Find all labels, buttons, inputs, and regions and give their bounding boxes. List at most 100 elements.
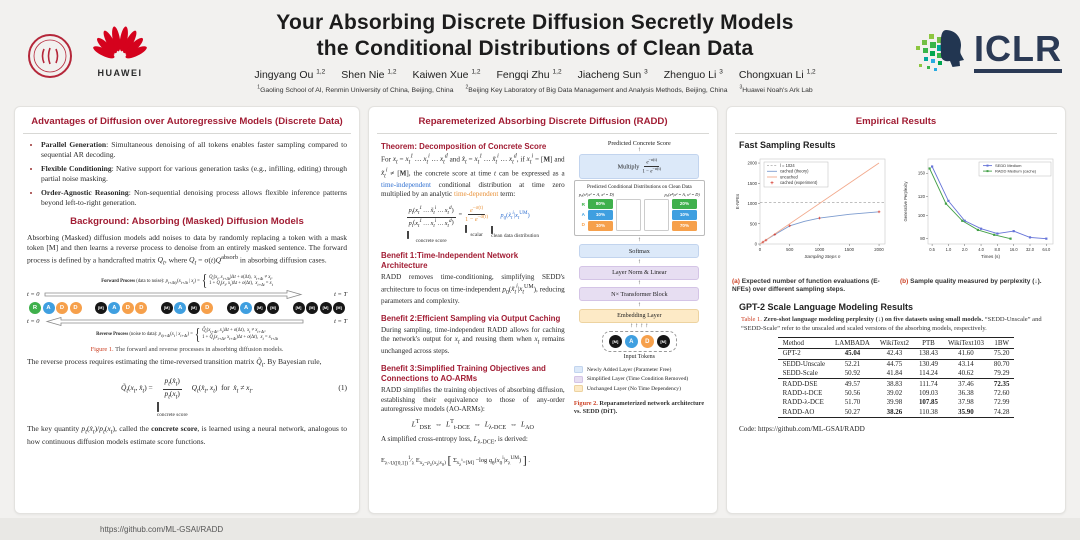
footer-url: https://github.com/ML-GSAI/RADD <box>100 524 224 534</box>
svg-text:0.5: 0.5 <box>929 246 935 251</box>
figure2-caption: Figure 2. Reparameterized network archit… <box>573 399 705 415</box>
legend-item: Simplified Layer (Time Condition Removed… <box>573 375 705 383</box>
token-sequence: [M] A [M] [M] <box>226 302 280 315</box>
advantages-title: Advantages of Diffusion over Autoregress… <box>31 116 343 127</box>
results-table-grid: Method LAMBADA WikiText2 PTB WikiText103 1BW G… <box>777 337 1015 418</box>
token-D: D <box>121 302 134 315</box>
empirical-title: Empirical Results <box>855 116 937 127</box>
author: Jiacheng Sun 3 <box>577 68 648 82</box>
table-header: 1BW <box>994 339 1009 347</box>
advantage-item: Flexible Conditioning: Native support fo… <box>41 164 347 185</box>
benefit-title: Benefit 1:Time-Independent Network Archi… <box>381 251 519 271</box>
right-column: Empirical Results Fast Sampling Results … <box>726 106 1066 514</box>
iclr-wordmark: ICLR <box>974 31 1062 73</box>
poster-title-line1: Your Absorbing Discrete Diffusion Secret… <box>276 11 794 34</box>
loss-intro: A simplified cross-entropy loss, Lλ-DCE,… <box>381 435 528 446</box>
poster-header: Your Absorbing Discrete Diffusion Secret… <box>180 10 890 94</box>
fast-sampling-label: Fast Sampling Results <box>739 139 836 150</box>
svg-text:2000: 2000 <box>874 246 884 251</box>
caption-a: (a) Expected number of function evaluati… <box>732 277 880 293</box>
huawei-flower-icon <box>93 26 147 59</box>
table-header: WikiText2 <box>879 339 909 347</box>
conditional-formula-right: p₀(x⁴|x² = A, x³ = D) <box>664 191 700 197</box>
token-D: D <box>69 302 82 315</box>
svg-text:E-NFEs: E-NFEs <box>735 193 740 209</box>
table-row: RADD-λ-DCE 51.70 39.98 107.85 37.98 72.99 <box>782 399 1010 407</box>
svg-text:500: 500 <box>750 221 758 226</box>
distribution-column: 20% 10% 70% <box>671 198 697 231</box>
probability-grid: R A D 80% 10% 10% 20% 10% 70% <box>578 198 701 231</box>
cases-brace: { <box>194 326 201 345</box>
advantages-list: Parallel Generation: Simultaneous denois… <box>27 140 347 209</box>
huawei-wordmark: HUAWEI <box>97 68 143 78</box>
perplexity-chart-wrap: 0.5 1.0 2.0 4.0 8.0 16.0 32.0 64.0 80 100 120 150 SE… <box>900 154 1060 295</box>
legend-swatch <box>573 375 583 383</box>
input-tokens-label: Input Tokens <box>623 354 655 361</box>
network-diagram: Predicted Concrete Score ↑ Multiply e−σ(… <box>573 139 705 417</box>
perplexity-chart: 0.5 1.0 2.0 4.0 8.0 16.0 32.0 64.0 80 100 120 150 SE… <box>900 154 1060 277</box>
token-mask: [M] <box>319 302 332 315</box>
multiply-box: Multiply e−σ(t) 1 − e−σ(t) <box>579 154 700 179</box>
token-D: D <box>640 335 654 349</box>
svg-text:1500: 1500 <box>845 246 855 251</box>
cases-brace: { <box>201 272 208 291</box>
affiliation: 2Beijing Key Laboratory of Big Data Mana… <box>465 85 728 95</box>
predicted-score-label: Predicted Concrete Score <box>607 139 671 147</box>
svg-text:SEDD Medium: SEDD Medium <box>995 163 1022 168</box>
token-mask: [M] <box>226 302 239 315</box>
token-D: D <box>201 302 214 315</box>
up-arrow-icon: ↑ <box>637 236 641 244</box>
token-mask: [M] <box>267 302 280 315</box>
legend-swatch <box>573 385 583 393</box>
svg-text:150: 150 <box>918 170 926 175</box>
theorem-equation: pt(xt1 … x̃ti … xtd) pt(xt1 … xti … xtd)… <box>406 205 540 245</box>
divider <box>377 132 709 134</box>
author: Zhenguo Li 3 <box>663 68 723 82</box>
background-paragraph: Absorbing (Masked) diffusion models add … <box>27 232 347 267</box>
caption-b: (b) Sample quality measured by perplexit… <box>900 277 1042 285</box>
layernorm-box: Layer Norm & Linear <box>579 265 700 280</box>
token-D: D <box>135 302 148 315</box>
token-D: D <box>56 302 68 315</box>
transformer-box: N× Transformer Block <box>579 287 700 302</box>
up-arrow-icon: ↑ <box>637 279 641 287</box>
underbrace: concrete score <box>156 402 188 418</box>
svg-text:1000: 1000 <box>815 246 825 251</box>
table-row: SEDD-Unscale 52.21 44.75 130.49 43.14 80.70 <box>782 360 1010 368</box>
token-mask: [M] <box>187 302 200 315</box>
up-arrow-icon: ↑ <box>637 146 641 153</box>
author: Jingyang Ou 1,2 <box>254 68 326 82</box>
svg-text:Sampling Steps n: Sampling Steps n <box>804 254 840 259</box>
conditional-formula-left: p₀(x¹|x² = A, x³ = D) <box>578 191 614 197</box>
svg-text:cached (theory): cached (theory) <box>780 168 809 173</box>
svg-text:500: 500 <box>786 246 794 251</box>
token-A: A <box>108 302 121 315</box>
results-table: Method LAMBADA WikiText2 PTB WikiText103 1BW G… <box>739 337 1053 418</box>
svg-text:8.0: 8.0 <box>995 246 1001 251</box>
svg-text:1500: 1500 <box>747 180 757 185</box>
table-row: GPT-2 45.04 42.43 138.43 41.60 75.20 <box>782 350 1010 358</box>
figure1: Forward Process (data to noise): pt+Δt|t… <box>27 272 347 352</box>
svg-text:32.0: 32.0 <box>1026 246 1035 251</box>
svg-text:2000: 2000 <box>747 160 757 165</box>
clean-data-distributions-box: Predicted Conditional Distributions on C… <box>573 179 705 236</box>
svg-text:0: 0 <box>755 241 758 246</box>
authors-row: Jingyang Ou 1,2 Shen Nie 1,2 Kaiwen Xue 1,… <box>180 69 890 82</box>
svg-text:0: 0 <box>759 246 762 251</box>
concrete-score-paragraph: The key quantity pt(x̂t)/pt(xt), called … <box>27 423 347 447</box>
svg-text:l = 1024: l = 1024 <box>780 163 795 168</box>
advantage-item: Order-Agnostic Reasoning: Non-sequential… <box>41 188 347 209</box>
table-header: Method <box>782 339 804 347</box>
legend-item: Newly Added Layer (Parameter Free) <box>573 366 705 374</box>
input-tokens-box: [M] A D [M] <box>601 331 677 353</box>
svg-text:100: 100 <box>918 212 926 217</box>
empty-distribution-column <box>643 198 669 231</box>
table-row: RADD-t-DCE 50.56 39.02 109.03 36.38 72.60 <box>782 389 1010 397</box>
up-arrow-icon: ↑ <box>637 257 641 265</box>
svg-text:64.0: 64.0 <box>1042 246 1051 251</box>
forward-arrow <box>45 290 303 300</box>
token-R: R <box>29 302 41 315</box>
token-mask: [M] <box>608 335 622 349</box>
token-mask: [M] <box>292 302 305 315</box>
